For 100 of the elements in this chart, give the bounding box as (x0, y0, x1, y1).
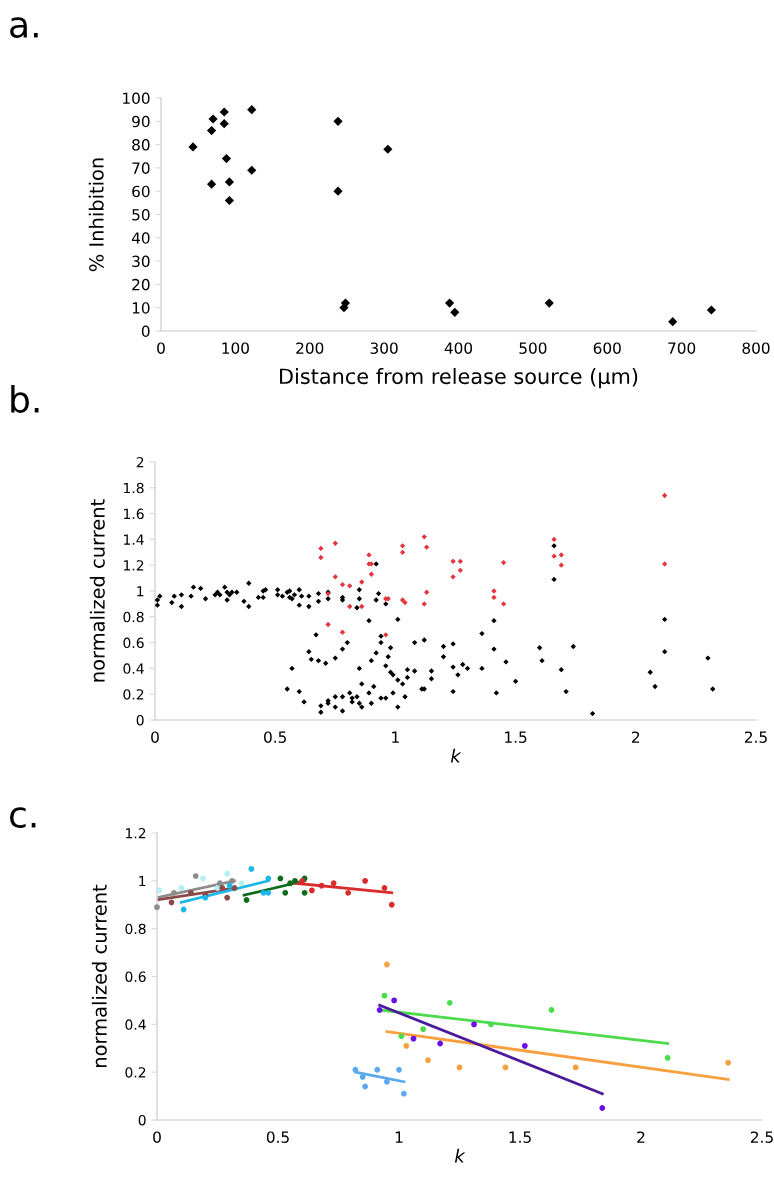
point (388, 901, 395, 908)
y-tick-label: 70 (132, 162, 150, 174)
y-axis-title: normalized current (89, 499, 105, 682)
point (725, 1059, 732, 1066)
point (219, 119, 229, 129)
point (383, 961, 390, 968)
point (243, 897, 250, 903)
point (521, 1042, 528, 1049)
point (383, 1078, 390, 1085)
point (500, 601, 507, 607)
x-tick-label: 2 (637, 1131, 645, 1143)
y-tick-label: 1 (137, 586, 144, 597)
point (668, 317, 678, 327)
y-tick-label: 30 (132, 255, 150, 268)
point (558, 552, 564, 558)
y-tick-label: 0.4 (125, 1019, 146, 1030)
point (450, 307, 460, 317)
point (238, 880, 245, 887)
point (362, 877, 369, 884)
point (664, 1054, 671, 1061)
point (318, 554, 324, 561)
y-tick-label: 0.4 (123, 663, 144, 674)
point (318, 545, 324, 552)
point (359, 1074, 366, 1080)
x-tick-label: 400 (444, 342, 473, 354)
x-tick-label: 800 (742, 342, 770, 354)
point (347, 603, 353, 610)
point (224, 177, 235, 187)
point (450, 558, 456, 564)
point (383, 632, 389, 638)
point (706, 305, 716, 315)
point (383, 144, 393, 154)
y-tick-label: 2 (136, 456, 144, 468)
point (171, 889, 177, 896)
point (332, 540, 338, 546)
point (359, 603, 365, 610)
x-tick-label: 100 (222, 342, 249, 354)
x-tick-label: 1.5 (505, 731, 527, 743)
point (247, 165, 257, 175)
point (423, 589, 430, 595)
x-tick-label: 2.5 (750, 1131, 773, 1143)
y-tick-label: 0.2 (125, 1067, 146, 1078)
y-tick-label: 1.8 (124, 482, 144, 494)
x-tick-label: 1 (392, 731, 399, 743)
point (224, 870, 231, 877)
x-tick-label: 700 (668, 342, 696, 354)
point (425, 1057, 431, 1064)
x-tick-label: 300 (370, 342, 398, 354)
y-tick-label: 0.6 (125, 971, 146, 982)
y-tick-label: 50 (132, 208, 150, 221)
point (192, 873, 199, 879)
y-tick-label: 1.4 (124, 534, 144, 545)
point (265, 889, 272, 896)
point (491, 594, 497, 601)
y-tick-label: 100 (123, 92, 150, 105)
x-tick-label: 500 (519, 342, 547, 354)
point (325, 621, 331, 628)
point (156, 887, 163, 894)
y-axis-title: normalized current (91, 884, 107, 1067)
point (544, 298, 554, 308)
point (231, 885, 238, 891)
point (446, 999, 453, 1006)
point (402, 599, 408, 606)
x-tick-label: 1 (395, 1131, 403, 1143)
y-tick-label: 20 (132, 278, 150, 291)
point (214, 885, 221, 891)
y-tick-label: 80 (132, 139, 150, 151)
point (208, 114, 218, 124)
point (471, 1021, 477, 1028)
point (219, 107, 229, 117)
point (248, 865, 255, 872)
point (287, 880, 294, 887)
y-tick-label: 0 (141, 325, 150, 338)
point (308, 887, 315, 894)
point (301, 889, 308, 896)
point (333, 116, 343, 126)
point (224, 894, 231, 901)
y-tick-label: 1.6 (124, 508, 144, 520)
point (318, 882, 325, 889)
point (661, 561, 668, 567)
point (217, 880, 223, 887)
point (206, 179, 217, 189)
point (548, 1007, 555, 1013)
point (551, 536, 557, 543)
point (292, 877, 298, 884)
point (444, 298, 455, 308)
point (339, 581, 346, 588)
x-tick-label: 1.5 (509, 1131, 531, 1143)
point (362, 1083, 369, 1090)
y-tick-label: 90 (132, 115, 150, 128)
point (399, 543, 406, 549)
y-tick-label: 0.6 (123, 637, 144, 649)
point (599, 1105, 606, 1111)
x-tick-label: 200 (296, 342, 324, 354)
point (332, 574, 338, 580)
y-axis-title: % Inhibition (88, 158, 104, 272)
y-tick-label: 0.2 (123, 689, 144, 700)
point (229, 877, 235, 884)
point (457, 558, 463, 564)
point (399, 549, 406, 555)
